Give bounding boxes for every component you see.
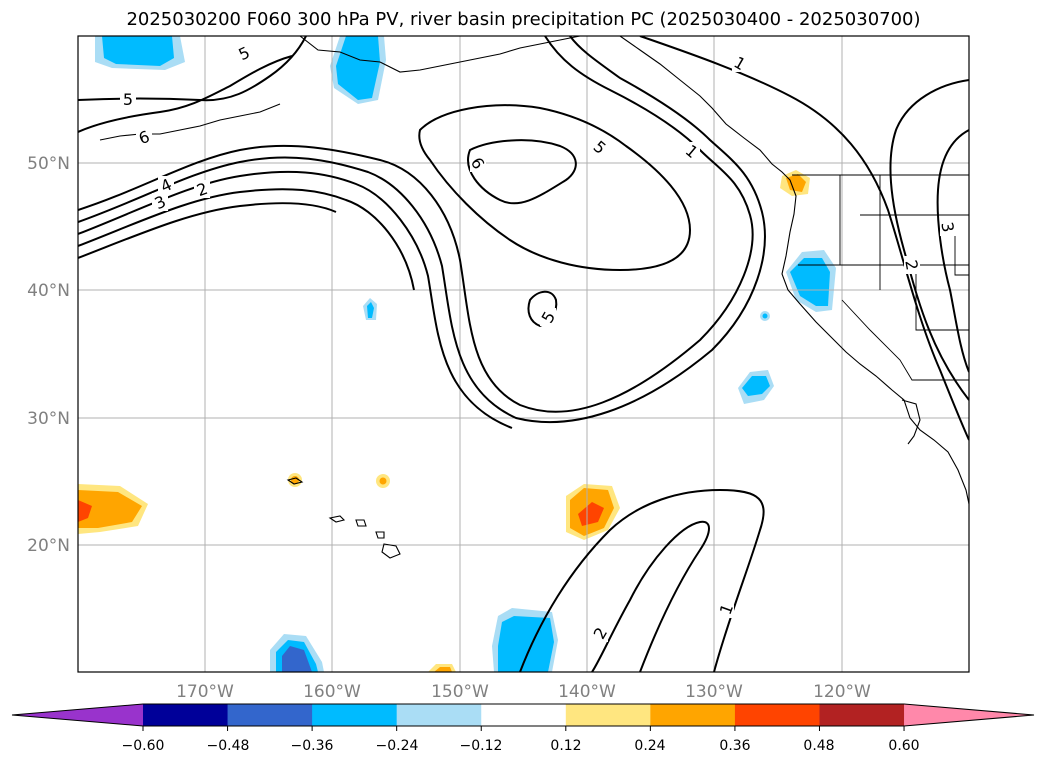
colorbar-swatch	[650, 704, 736, 726]
colorbar-extend-max	[904, 704, 1034, 726]
map-frame	[77, 35, 970, 673]
colorbar-swatch	[819, 704, 905, 726]
colorbar-tick-label: 0.24	[634, 738, 665, 754]
coastlines	[99, 36, 969, 559]
contour-labels: 5 5 6 4 3 2 6 5 1 5 1 3 2 2 1	[120, 43, 958, 642]
colorbar-swatch	[227, 704, 313, 726]
colorbar: −0.60 −0.48 −0.36 −0.24 −0.12 0.12 0.24 …	[11, 703, 1035, 754]
political-borders	[792, 174, 969, 381]
lat-label: 20°N	[27, 536, 70, 556]
lon-label: 150°W	[431, 682, 489, 702]
lat-label: 40°N	[27, 281, 70, 301]
colorbar-swatch	[312, 704, 398, 726]
lat-label: 50°N	[27, 154, 70, 174]
pv-contours	[78, 36, 969, 672]
colorbar-tick-label: −0.60	[122, 738, 165, 754]
longitude-labels: 170°W 160°W 150°W 140°W 130°W 120°W	[176, 682, 871, 702]
contour-label: 2	[901, 258, 921, 271]
contour-label: 5	[123, 90, 133, 109]
contour-label: 3	[937, 220, 957, 233]
lon-label: 120°W	[813, 682, 871, 702]
colorbar-tick-label: 0.60	[888, 738, 919, 754]
colorbar-tick-label: −0.48	[207, 738, 250, 754]
lon-label: 130°W	[685, 682, 743, 702]
colorbar-ticks	[142, 726, 905, 731]
precipitation-shading	[78, 36, 836, 672]
latitude-labels: 50°N 40°N 30°N 20°N	[27, 154, 70, 556]
colorbar-labels: −0.60 −0.48 −0.36 −0.24 −0.12 0.12 0.24 …	[122, 738, 920, 754]
colorbar-swatch	[565, 704, 651, 726]
colorbar-tick-label: 0.48	[803, 738, 834, 754]
lon-label: 160°W	[303, 682, 361, 702]
colorbar-swatch	[734, 704, 821, 726]
colorbar-tick-label: 0.36	[719, 738, 750, 754]
lat-label: 30°N	[27, 409, 70, 429]
colorbar-swatch	[143, 704, 229, 726]
colorbar-tick-label: −0.36	[291, 738, 334, 754]
colorbar-extend-min	[12, 704, 143, 726]
lon-label: 140°W	[558, 682, 616, 702]
map-title: 2025030200 F060 300 hPa PV, river basin …	[126, 9, 921, 30]
colorbar-swatch	[481, 704, 567, 726]
colorbar-tick-label: −0.12	[460, 738, 503, 754]
colorbar-swatch	[396, 704, 482, 726]
colorbar-tick-label: −0.24	[376, 738, 419, 754]
colorbar-swatches	[11, 703, 1035, 727]
graticule	[78, 36, 969, 672]
colorbar-tick-label: 0.12	[550, 738, 581, 754]
lon-label: 170°W	[176, 682, 234, 702]
